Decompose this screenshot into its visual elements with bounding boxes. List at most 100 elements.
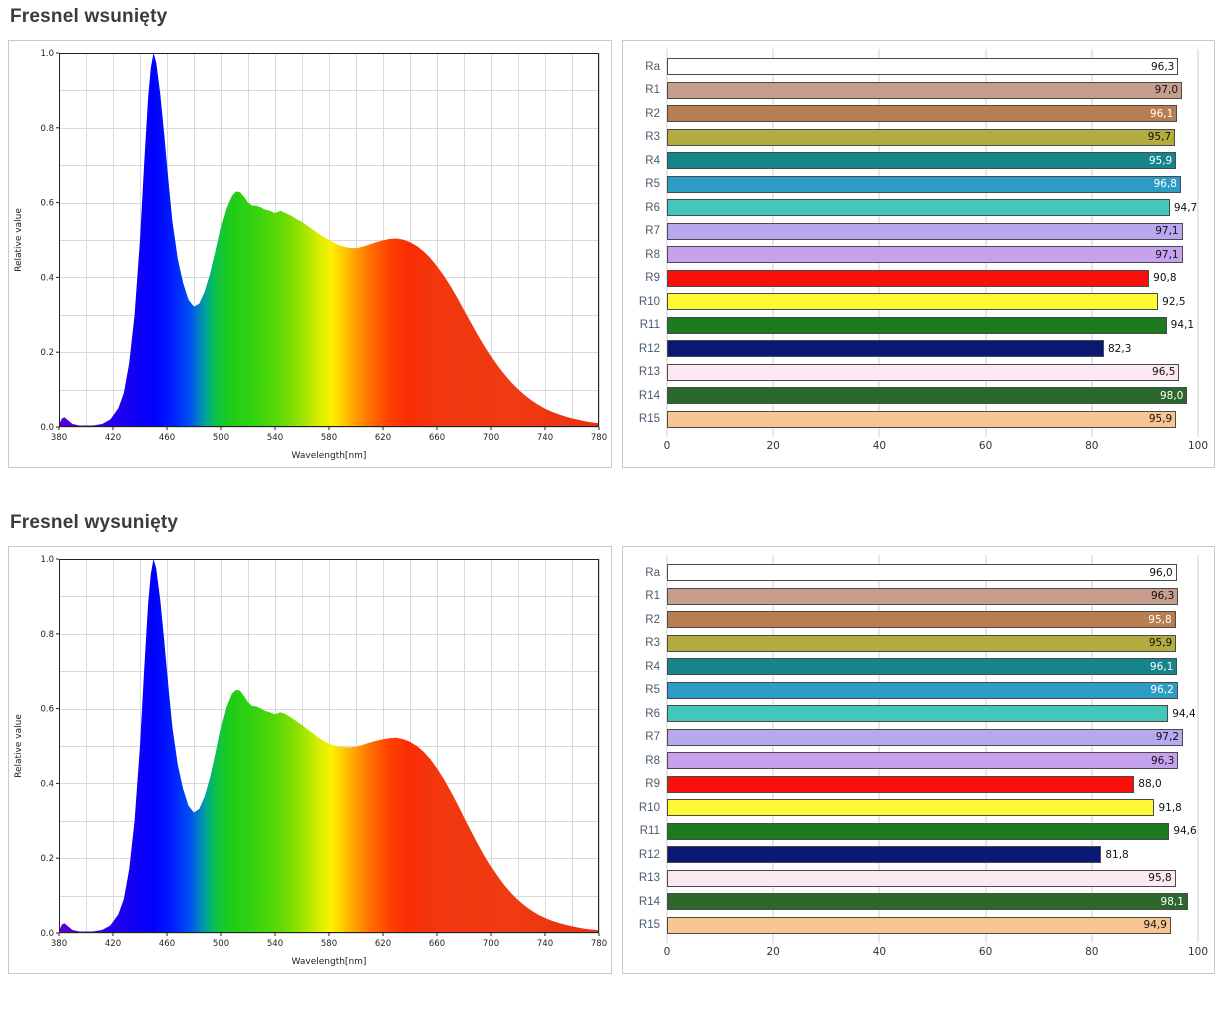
cri-bar (667, 752, 1179, 770)
cri-row: R12 81,8 (623, 843, 1214, 867)
cri-bar (667, 916, 1171, 934)
svg-text:420: 420 (105, 433, 121, 443)
cri-rows: Ra 96,0 R1 96,3 R2 95,8 R3 95,9 R4 96,1 R5 96,2 R6 94… (623, 547, 1214, 937)
cri-bar-track: 97,1 (667, 220, 1198, 244)
cri-row: R2 95,8 (623, 608, 1214, 632)
cri-axis-tick: 0 (663, 440, 671, 452)
cri-row-label: R13 (638, 872, 660, 885)
svg-text:0.4: 0.4 (40, 273, 54, 283)
cri-row: R6 94,7 (623, 196, 1214, 220)
cri-row-label: R6 (645, 201, 660, 214)
cri-row-label: R11 (639, 825, 660, 838)
cri-bar-track: 95,9 (667, 408, 1198, 432)
cri-row: R10 91,8 (623, 796, 1214, 820)
svg-text:0.0: 0.0 (40, 423, 54, 433)
cri-bar-value: 81,8 (1105, 848, 1129, 861)
cri-row-label: R5 (645, 684, 660, 697)
cri-row: R12 82,3 (623, 337, 1214, 361)
cri-bar (667, 58, 1179, 76)
cri-row-label: R13 (638, 366, 660, 379)
cri-row: Ra 96,3 (623, 55, 1214, 79)
spectrum-chart: 380 420 460 500 540 580 620 660 700 740 780 0.0 0.2 0… (14, 49, 607, 461)
spectrum-panel: 380 420 460 500 540 580 620 660 700 740 780 0.0 0.2 0… (8, 546, 612, 974)
cri-bar (667, 387, 1188, 405)
svg-text:0.8: 0.8 (40, 124, 54, 134)
cri-bar-value: 88,0 (1138, 778, 1162, 791)
cri-bar-value: 98,1 (1160, 895, 1184, 908)
svg-text:Relative value: Relative value (14, 208, 24, 272)
cri-bar (667, 222, 1183, 240)
cri-bar-value: 92,5 (1162, 295, 1186, 308)
svg-text:0.8: 0.8 (40, 630, 54, 640)
cri-bar (667, 246, 1183, 264)
svg-text:700: 700 (483, 433, 499, 443)
cri-bar-track: 95,9 (667, 149, 1198, 173)
cri-bar (667, 611, 1176, 629)
cri-bar-value: 95,8 (1148, 872, 1172, 885)
cri-bar-track: 81,8 (667, 843, 1198, 867)
cri-row: R13 95,8 (623, 867, 1214, 891)
cri-panel: Ra 96,3 R1 97,0 R2 96,1 R3 95,7 R4 95,9 R5 96,8 R6 94… (622, 40, 1215, 468)
cri-bar (667, 634, 1177, 652)
svg-text:460: 460 (159, 939, 175, 949)
cri-bar-chart: Ra 96,3 R1 97,0 R2 96,1 R3 95,7 R4 95,9 R5 96,8 R6 94… (623, 41, 1214, 467)
svg-text:0.6: 0.6 (40, 705, 54, 715)
cri-gridline (1197, 555, 1199, 943)
cri-rows: Ra 96,3 R1 97,0 R2 96,1 R3 95,7 R4 95,9 R5 96,8 R6 94… (623, 41, 1214, 431)
cri-bar-value: 95,9 (1148, 413, 1173, 426)
svg-text:500: 500 (213, 939, 229, 949)
cri-bar-track: 92,5 (667, 290, 1198, 314)
cri-bar (667, 81, 1183, 99)
cri-bar-track: 95,8 (667, 608, 1198, 632)
cri-row: R6 94,4 (623, 702, 1214, 726)
svg-text:0.6: 0.6 (40, 199, 54, 209)
cri-gridline (878, 555, 880, 943)
svg-text:580: 580 (321, 433, 337, 443)
cri-bar-value: 94,6 (1173, 825, 1197, 838)
cri-row-label: R1 (645, 590, 660, 603)
cri-bar-value: 96,5 (1152, 366, 1176, 379)
cri-bar (667, 893, 1188, 911)
svg-text:660: 660 (429, 939, 445, 949)
cri-row: R14 98,0 (623, 384, 1214, 408)
section-fresnel-wysuniety: Fresnel wysunięty 380 420 460 500 540 580 620 6… (8, 512, 1215, 974)
cri-bar-track: 94,1 (667, 314, 1198, 338)
cri-bar-value: 95,8 (1148, 613, 1172, 626)
cri-bar-track: 96,0 (667, 561, 1198, 585)
cri-bar (667, 128, 1176, 146)
svg-text:740: 740 (537, 433, 553, 443)
cri-row-label: R14 (638, 895, 660, 908)
cri-bar-track: 97,0 (667, 79, 1198, 103)
cri-row: R5 96,2 (623, 679, 1214, 703)
cri-row-label: R14 (638, 389, 660, 402)
cri-gridline (1091, 555, 1093, 943)
svg-text:0.0: 0.0 (40, 929, 54, 939)
cri-bar-track: 95,8 (667, 867, 1198, 891)
svg-text:660: 660 (429, 433, 445, 443)
cri-bar-value: 94,4 (1172, 707, 1196, 720)
svg-text:Wavelength[nm]: Wavelength[nm] (292, 957, 367, 967)
cri-bar-value: 96,3 (1150, 754, 1175, 767)
svg-text:780: 780 (591, 433, 607, 443)
cri-row: R3 95,9 (623, 632, 1214, 656)
cri-row-label: R4 (645, 660, 660, 673)
cri-row-label: R4 (645, 154, 660, 167)
cri-row-label: R7 (645, 731, 660, 744)
cri-bar-track: 98,1 (667, 890, 1198, 914)
cri-bar-track: 95,9 (667, 632, 1198, 656)
section-fresnel-wsuniety: Fresnel wsunięty 380 420 460 500 540 580 620 66… (8, 6, 1215, 468)
cri-bar-track: 96,8 (667, 173, 1198, 197)
cri-gridline (772, 49, 774, 437)
cri-bar-value: 98,0 (1159, 389, 1184, 402)
plot-border (59, 53, 599, 427)
cri-axis-tick: 60 (978, 440, 993, 452)
charts-row: 380 420 460 500 540 580 620 660 700 740 780 0.0 0.2 0… (8, 40, 1215, 468)
cri-bar-track: 96,3 (667, 55, 1198, 79)
cri-row: R7 97,2 (623, 726, 1214, 750)
cri-bar-value: 94,9 (1143, 919, 1167, 932)
svg-text:Wavelength[nm]: Wavelength[nm] (292, 451, 367, 461)
cri-bar-track: 88,0 (667, 773, 1198, 797)
cri-bar-track: 96,3 (667, 749, 1198, 773)
cri-bar-value: 96,1 (1149, 660, 1174, 673)
cri-bar-value: 97,1 (1155, 225, 1179, 238)
